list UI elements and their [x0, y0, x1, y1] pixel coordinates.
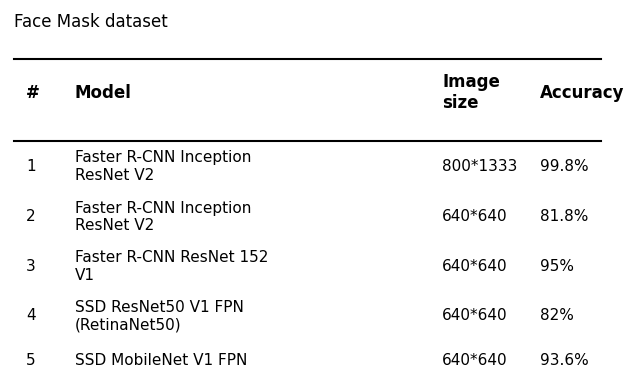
Text: Faster R-CNN Inception
ResNet V2: Faster R-CNN Inception ResNet V2: [75, 150, 252, 183]
Text: Face Mask dataset: Face Mask dataset: [13, 12, 168, 30]
Text: Accuracy: Accuracy: [540, 84, 625, 102]
Text: Faster R-CNN ResNet 152
V1: Faster R-CNN ResNet 152 V1: [75, 250, 268, 283]
Text: 640*640: 640*640: [442, 308, 508, 323]
Text: 2: 2: [26, 209, 35, 224]
Text: Image
size: Image size: [442, 73, 500, 112]
Text: 81.8%: 81.8%: [540, 209, 589, 224]
Text: #: #: [26, 84, 40, 102]
Text: 800*1333: 800*1333: [442, 159, 518, 174]
Text: 640*640: 640*640: [442, 353, 508, 368]
Text: 5: 5: [26, 353, 35, 368]
Text: 1: 1: [26, 159, 35, 174]
Text: 95%: 95%: [540, 259, 574, 274]
Text: Faster R-CNN Inception
ResNet V2: Faster R-CNN Inception ResNet V2: [75, 201, 252, 233]
Text: 4: 4: [26, 308, 35, 323]
Text: 93.6%: 93.6%: [540, 353, 589, 368]
Text: SSD ResNet50 V1 FPN
(RetinaNet50): SSD ResNet50 V1 FPN (RetinaNet50): [75, 300, 244, 332]
Text: 3: 3: [26, 259, 36, 274]
Text: SSD MobileNet V1 FPN: SSD MobileNet V1 FPN: [75, 353, 247, 368]
Text: 82%: 82%: [540, 308, 574, 323]
Text: 640*640: 640*640: [442, 209, 508, 224]
Text: Model: Model: [75, 84, 132, 102]
Text: 640*640: 640*640: [442, 259, 508, 274]
Text: 99.8%: 99.8%: [540, 159, 589, 174]
